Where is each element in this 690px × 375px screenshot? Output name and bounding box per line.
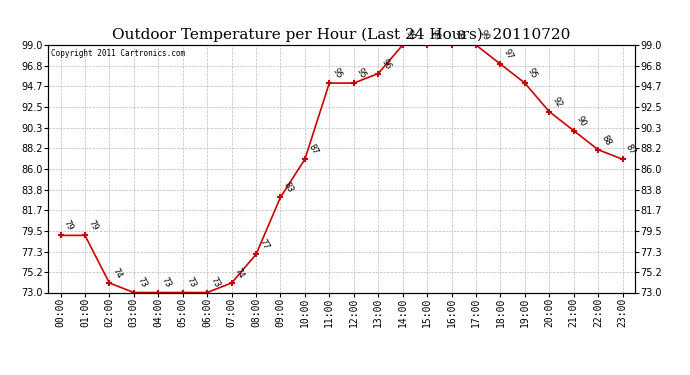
Text: 95: 95 [355, 67, 368, 80]
Text: 99: 99 [404, 28, 417, 42]
Text: 99: 99 [428, 28, 442, 42]
Text: 73: 73 [135, 276, 148, 290]
Text: 74: 74 [111, 267, 124, 280]
Text: 95: 95 [526, 67, 540, 80]
Text: Copyright 2011 Cartronics.com: Copyright 2011 Cartronics.com [51, 49, 186, 58]
Text: 96: 96 [380, 57, 393, 71]
Text: 99: 99 [453, 28, 466, 42]
Text: 87: 87 [624, 142, 637, 156]
Text: 79: 79 [86, 219, 99, 232]
Text: 90: 90 [575, 114, 588, 128]
Title: Outdoor Temperature per Hour (Last 24 Hours)  20110720: Outdoor Temperature per Hour (Last 24 Ho… [112, 28, 571, 42]
Text: 74: 74 [233, 267, 246, 280]
Text: 97: 97 [502, 48, 515, 61]
Text: 99: 99 [477, 28, 491, 42]
Text: 92: 92 [551, 95, 564, 109]
Text: 79: 79 [62, 219, 75, 232]
Text: 88: 88 [600, 133, 613, 147]
Text: 73: 73 [208, 276, 221, 290]
Text: 73: 73 [159, 276, 172, 290]
Text: 95: 95 [331, 67, 344, 80]
Text: 77: 77 [257, 238, 270, 252]
Text: 73: 73 [184, 276, 197, 290]
Text: 87: 87 [306, 142, 319, 156]
Text: 83: 83 [282, 181, 295, 195]
